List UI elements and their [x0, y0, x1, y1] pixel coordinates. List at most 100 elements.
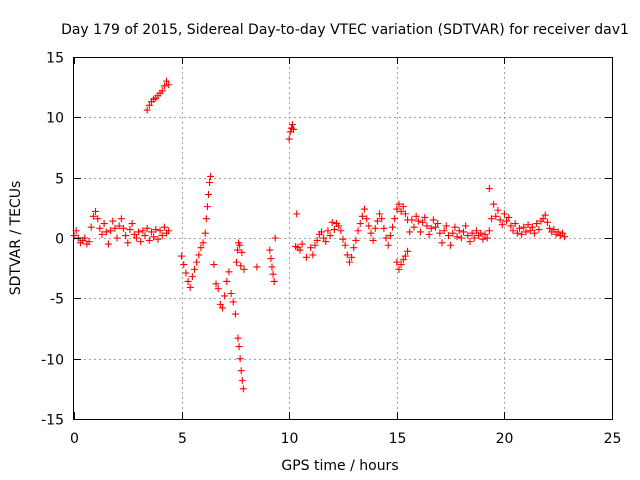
data-point: [128, 220, 136, 228]
data-point: [494, 206, 502, 214]
y-tick-label: -5: [50, 292, 64, 308]
x-tick-label: 5: [178, 431, 187, 447]
data-point: [369, 236, 377, 244]
data-point: [518, 230, 526, 238]
data-point: [498, 221, 506, 229]
data-point: [513, 229, 521, 237]
data-point: [145, 236, 153, 244]
data-point: [395, 265, 403, 273]
data-point: [391, 215, 399, 223]
data-point: [92, 207, 100, 215]
data-point: [191, 265, 199, 273]
data-point: [141, 232, 149, 240]
data-point: [89, 212, 97, 220]
data-point: [156, 227, 164, 235]
data-point: [163, 77, 171, 85]
data-point: [100, 220, 108, 228]
data-point: [543, 218, 551, 226]
data-point: [201, 229, 209, 237]
data-point: [470, 234, 478, 242]
y-tick-label: 15: [46, 51, 64, 67]
data-point: [410, 223, 418, 231]
data-point: [102, 228, 110, 236]
data-point: [434, 220, 442, 228]
data-point: [94, 215, 102, 223]
data-point: [554, 228, 562, 236]
data-point: [186, 283, 194, 291]
data-point: [235, 343, 243, 351]
data-point: [393, 258, 401, 266]
data-point: [468, 229, 476, 237]
data-point: [352, 236, 360, 244]
data-point: [528, 223, 536, 231]
data-point: [561, 233, 569, 241]
y-tick-label: 0: [55, 232, 64, 248]
data-point: [313, 236, 321, 244]
data-point: [361, 205, 369, 213]
y-axis-label: SDTVAR / TECUs: [8, 181, 24, 296]
data-point: [237, 367, 245, 375]
data-point: [354, 227, 362, 235]
data-point: [218, 304, 226, 312]
data-point: [451, 223, 459, 231]
data-point: [207, 172, 215, 180]
data-point: [193, 258, 201, 266]
data-point: [429, 216, 437, 224]
data-point: [509, 227, 517, 235]
data-point: [421, 213, 429, 221]
data-point: [195, 251, 203, 259]
data-point: [124, 239, 132, 247]
data-point: [328, 218, 336, 226]
data-point: [539, 215, 547, 223]
data-point: [397, 207, 405, 215]
data-point: [380, 224, 388, 232]
data-point: [158, 87, 166, 95]
data-point: [343, 251, 351, 259]
data-point: [203, 203, 211, 211]
data-point: [496, 216, 504, 224]
data-point: [182, 269, 190, 277]
data-point: [399, 203, 407, 211]
data-point: [401, 210, 409, 218]
data-point: [214, 285, 222, 293]
data-point: [122, 232, 130, 240]
data-point: [404, 247, 412, 255]
data-point: [236, 355, 244, 363]
data-point: [152, 226, 160, 234]
data-point: [240, 265, 248, 273]
grid-lines: [74, 57, 612, 419]
data-point: [442, 222, 450, 230]
data-point: [202, 215, 210, 223]
data-point: [253, 263, 261, 271]
data-point: [322, 238, 330, 246]
data-point: [197, 244, 205, 252]
data-point: [237, 262, 245, 270]
data-points: [70, 77, 569, 393]
data-point: [212, 280, 220, 288]
data-point: [267, 255, 275, 263]
data-point: [135, 228, 143, 236]
data-point: [132, 234, 140, 242]
data-point: [358, 212, 366, 220]
data-point: [229, 298, 237, 306]
data-point: [472, 227, 480, 235]
data-point: [206, 178, 214, 186]
data-point: [178, 252, 186, 260]
data-point: [307, 244, 315, 252]
data-point: [290, 125, 298, 133]
data-point: [296, 246, 304, 254]
data-point: [238, 376, 246, 384]
data-point: [376, 210, 384, 218]
data-point: [180, 261, 188, 269]
data-point: [158, 232, 166, 240]
data-point: [546, 224, 554, 232]
data-point: [462, 222, 470, 230]
y-tick-label: 10: [46, 111, 64, 127]
data-point: [356, 220, 364, 228]
data-point: [438, 239, 446, 247]
data-point: [139, 227, 147, 235]
data-point: [232, 258, 240, 266]
data-point: [419, 218, 427, 226]
data-point: [231, 310, 239, 318]
data-point: [535, 226, 543, 234]
